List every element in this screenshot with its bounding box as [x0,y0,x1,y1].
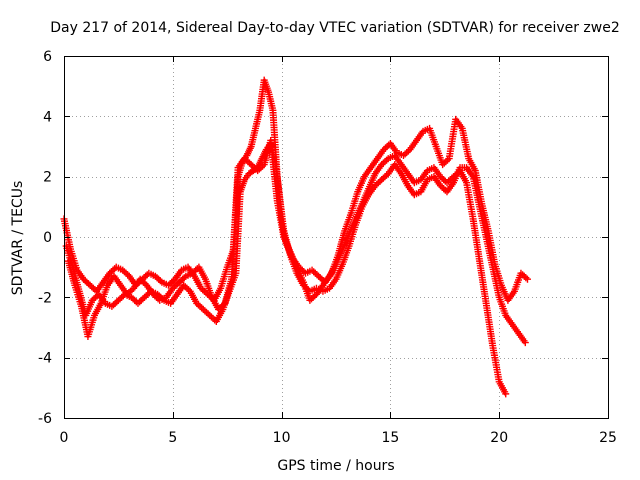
y-tick-label: -4 [38,351,52,367]
data-point [156,277,164,285]
axis-ticks: 0 5 10 15 20 25 -6 -4 -2 0 2 4 6 [38,49,617,446]
y-axis-label: SDTVAR / TECUs [10,181,26,296]
x-tick-label: 20 [490,430,508,446]
data-points [60,76,531,398]
data-point [383,156,391,164]
data-point [259,162,267,170]
y-tick-label: 4 [43,109,52,125]
data-point [523,275,531,283]
y-tick-label: -6 [38,411,52,427]
x-tick-label: 25 [599,430,617,446]
x-tick-label: 10 [273,430,291,446]
data-point [180,274,188,282]
y-tick-label: 0 [43,230,52,246]
y-tick-label: 6 [43,49,52,65]
data-point [185,286,193,294]
x-tick-label: 5 [168,430,177,446]
x-axis-label: GPS time / hours [277,458,394,474]
data-point [521,339,529,347]
x-tick-label: 15 [381,430,399,446]
data-point [219,301,227,309]
y-tick-label: -2 [38,290,52,306]
data-point [502,390,510,398]
series-band-3 [64,136,510,398]
data-point [522,274,530,282]
chart-title: Day 217 of 2014, Sidereal Day-to-day VTE… [50,20,620,36]
data-point [444,156,452,164]
x-tick-label: 0 [60,430,69,446]
y-tick-label: 2 [43,170,52,186]
